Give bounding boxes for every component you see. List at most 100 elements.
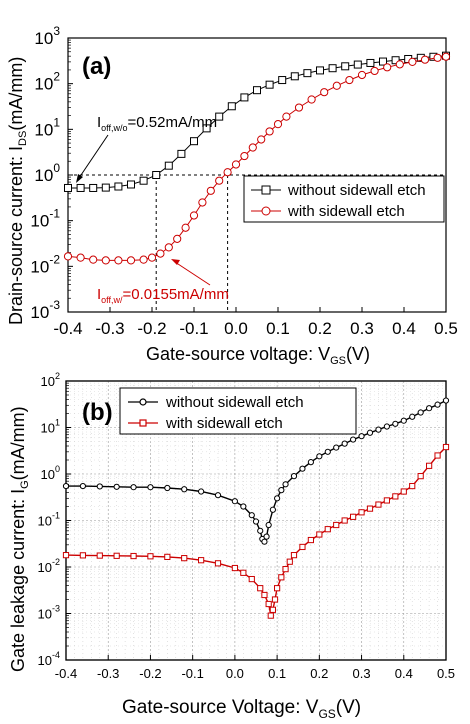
panel-b-series-0-point-4 — [130, 484, 137, 491]
panel-a-xtick-label-0: -0.4 — [53, 319, 82, 338]
panel-b-series-1-point-6 — [164, 553, 171, 560]
panel-a-series-1-point-2 — [89, 255, 98, 264]
panel-a-xtick-label-1: -0.3 — [95, 319, 124, 338]
panel-a-series-0-point-11 — [202, 124, 211, 133]
annotation-ioff-without-value: =0.52mA/mm — [128, 114, 218, 131]
panel-b-ytick-label-2: 10-2 — [38, 557, 60, 575]
panel-b-series-1-point-30 — [350, 513, 357, 520]
panel-b-ytick-exp-5: 1 — [55, 418, 60, 428]
panel-a-series-0-point-5 — [127, 180, 135, 189]
panel-a-ytick-base-3: 10 — [34, 166, 53, 185]
panel-a-ytick-exp-4: 1 — [53, 115, 60, 129]
panel-a-series-0-point-22 — [341, 62, 350, 71]
panel-b-ytick-label-4: 100 — [41, 464, 60, 482]
panel-a-series-0-point-6 — [139, 176, 148, 185]
panel-a-series-1-point-29 — [357, 70, 367, 80]
panel-a-xtick-label-2: -0.2 — [137, 319, 166, 338]
panel-a-ytick-label-5: 102 — [34, 70, 60, 94]
panel-a-series-0-point-9 — [177, 149, 186, 158]
panel-a-annotation-woff-w: Ioff,w/=0.0155mA/mm — [97, 259, 229, 305]
legend-b-label-0: without sidewall etch — [165, 394, 304, 411]
annotation-ioff-without: Ioff,w/o=0.52mA/mm — [97, 114, 217, 133]
panel-b-series-1-point-41 — [442, 443, 450, 451]
panel-b-series-1-point-10 — [231, 564, 238, 572]
panel-b-ytick-base-5: 10 — [41, 421, 55, 436]
panel-b-series-0-point-40 — [434, 401, 441, 408]
panel-a-series-0-point-18 — [290, 72, 299, 81]
panel-b-xtick-label-3: -0.1 — [181, 666, 203, 681]
panel-b-series-0-point-23 — [290, 473, 298, 480]
panel-b-ytick-base-0: 10 — [38, 653, 52, 668]
panel-a-series-1-point-21 — [265, 127, 274, 136]
panel-a-ytick-label-3: 100 — [34, 161, 60, 185]
panel-b-xtick-label-7: 0.3 — [353, 666, 371, 681]
panel-a-ylabel-unit: (mA/mm) — [6, 57, 26, 131]
panel-a-series-1-point-24 — [294, 103, 304, 112]
panel-a-ytick-exp-1: -2 — [49, 252, 60, 266]
panel-a-ytick-label-0: 10-3 — [30, 298, 60, 322]
panel-a-series-0-point-15 — [253, 86, 261, 95]
panel-a-xtick-label-3: -0.1 — [179, 319, 208, 338]
panel-a-legend: without sidewall etch with sidewall etch — [243, 175, 445, 223]
panel-b-series-1-point-25 — [307, 536, 314, 544]
panel-a-ytick-exp-6: 3 — [53, 24, 60, 38]
panel-a-series-1-point-30 — [370, 66, 379, 76]
panel-b-series-1-point-1 — [79, 552, 86, 559]
panel-b-series-1-point-27 — [324, 526, 331, 533]
panel-a-series-1-point-31 — [383, 63, 392, 72]
panel-b-series-1-point-11 — [240, 569, 247, 576]
panel-b-series-0-point-16 — [261, 538, 268, 545]
legend-a-marker-1 — [261, 206, 271, 216]
panel-b-series-1-point-29 — [341, 517, 348, 524]
panel-a-series-1-point-19 — [248, 143, 257, 152]
panel-b-xtick-label-5: 0.1 — [268, 666, 286, 681]
panel-a-series-0-point-20 — [316, 66, 324, 75]
panel-a-ytick-exp-5: 2 — [53, 70, 60, 84]
panel-a-series-1-point-3 — [101, 256, 110, 265]
panel-a-xtick-label-6: 0.2 — [308, 319, 332, 338]
panel-b-ytick-label-6: 102 — [41, 371, 60, 389]
panel-a-series-0-point-8 — [164, 161, 173, 170]
panel-a-series-1-point-36 — [441, 52, 451, 61]
annotation-ioff-with-main: I — [97, 286, 101, 303]
panel-b-ylabel-unit: (mA/mm) — [8, 406, 28, 480]
panel-a-series-1-point-25 — [307, 95, 316, 104]
panel-a-series-0-point-13 — [227, 102, 236, 111]
panel-b-series-1-point-28 — [333, 521, 340, 529]
annotation-ioff-without-sub: off,w/o — [101, 123, 127, 133]
legend-a-label-1: with sidewall etch — [287, 203, 405, 220]
panel-b-series-0-point-17 — [263, 533, 270, 540]
panel-b-series-0-point-0 — [62, 482, 70, 490]
panel-a-series-0-point-23 — [353, 60, 362, 69]
panel-b-legend-box — [119, 387, 357, 435]
panel-b-series-1-point-33 — [375, 501, 382, 508]
panel-b-series-1-point-40 — [434, 452, 441, 459]
panel-b-series-0-point-19 — [269, 506, 276, 513]
panel-a-ytick-label-2: 10-1 — [30, 207, 60, 231]
panel-b-xlabel-unit: (V) — [336, 697, 361, 718]
panel-a-ytick-exp-0: -3 — [49, 298, 60, 312]
panel-b-series-1-point-18 — [271, 596, 279, 603]
legend-a-marker-0 — [261, 185, 271, 195]
annotation-ioff-without-arrowhead — [76, 174, 83, 183]
panel-b-ticks: -0.4 -0.3 -0.2 -0.1 0.0 0.1 0.2 0.3 0.4 0.510-410… — [38, 371, 456, 681]
legend-b-marker-0 — [139, 398, 147, 406]
legend-b-marker-1 — [139, 419, 147, 427]
panel-b-series-0-point-20 — [274, 495, 281, 502]
panel-b-series-0-point-12 — [248, 512, 255, 519]
panel-a-series-0-point-3 — [101, 183, 110, 192]
panel-b-series-0-point-2 — [96, 483, 103, 490]
panel-b-series-1-point-14 — [261, 591, 268, 599]
panel-a-series-1-point-16 — [223, 168, 232, 177]
panel-b-series-0-point-9 — [214, 492, 222, 499]
panel-a-series-1-point-6 — [139, 255, 148, 264]
panel-a-xtick-label-7: 0.3 — [350, 319, 374, 338]
panel-b-series-0-point-41 — [442, 397, 450, 404]
annotation-ioff-with-sub: off,w/ — [101, 295, 123, 305]
panel-b-series-0-point-26 — [316, 453, 323, 460]
panel-a-series-1-point-18 — [240, 151, 249, 161]
panel-a-series-1-point-34 — [420, 55, 430, 64]
panel-b-ytick-exp-0: -4 — [52, 650, 60, 660]
panel-a-ytick-label-6: 103 — [34, 24, 60, 48]
panel-b-ytick-base-1: 10 — [38, 607, 52, 622]
